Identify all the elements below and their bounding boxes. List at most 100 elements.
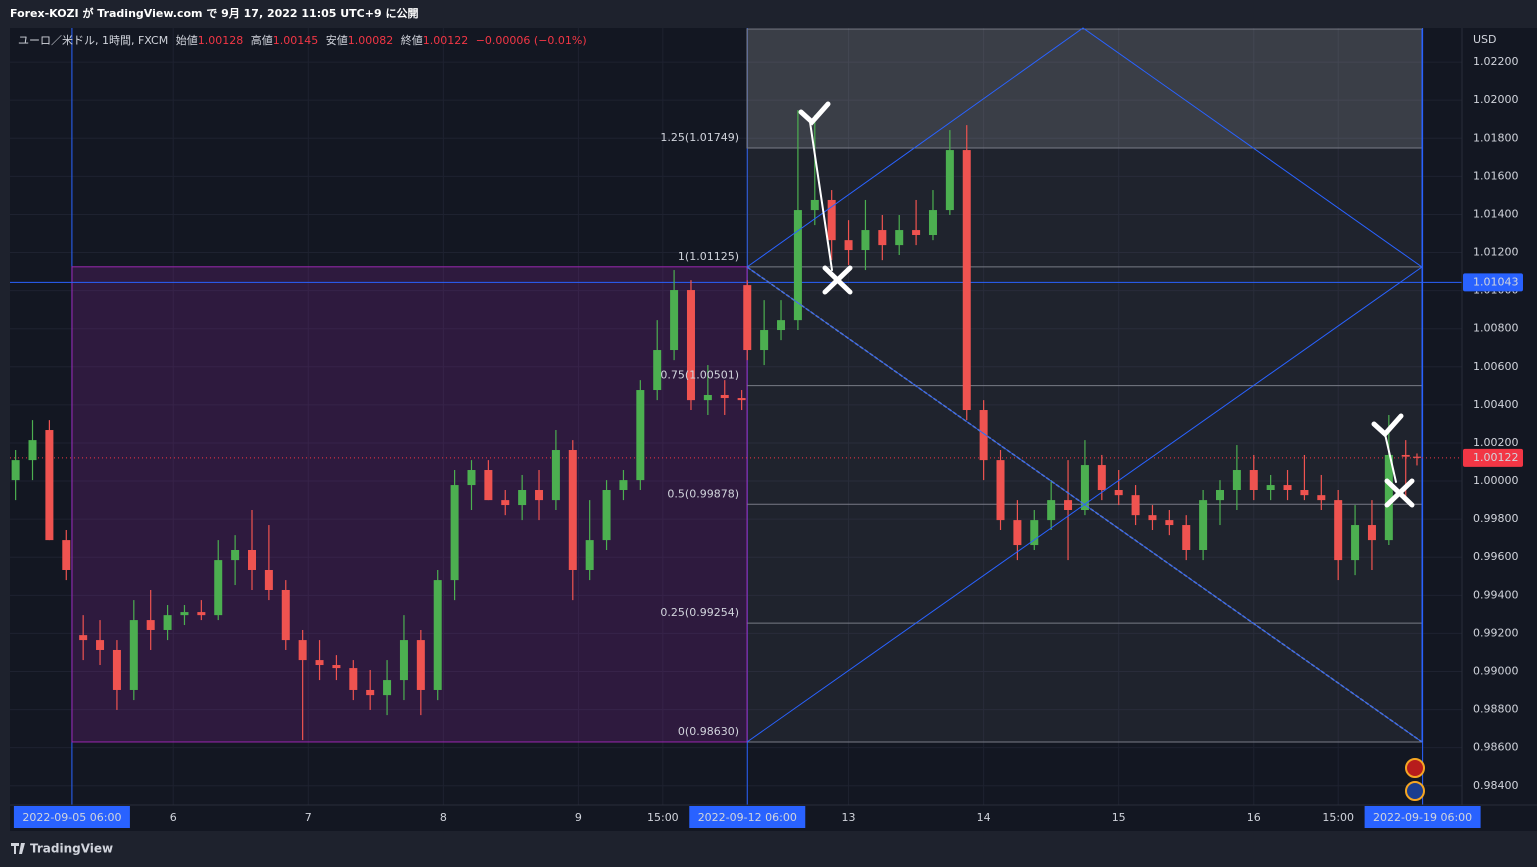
x-tick-label: 9 [575, 811, 582, 824]
candle-body [1249, 470, 1258, 491]
candle-body [743, 285, 752, 351]
y-tick-label: 0.98600 [1473, 741, 1519, 754]
candle-body [281, 589, 290, 641]
candle-body [568, 450, 577, 570]
y-tick-label: 0.99000 [1473, 665, 1519, 678]
fib-band [746, 28, 1423, 149]
candle-body [1317, 495, 1326, 501]
candle-body [760, 330, 769, 351]
price-label: 1.01043 [1473, 275, 1519, 288]
candle-body [1148, 515, 1157, 521]
candle-body [129, 620, 138, 690]
close-value: 1.00122 [423, 34, 469, 47]
candle-body [703, 394, 712, 401]
under-layer [10, 28, 1462, 805]
candle-body [1080, 465, 1089, 511]
y-tick-label: 1.00600 [1473, 360, 1519, 373]
symbol: ユーロ／米ドル, 1時間, FXCM [18, 34, 168, 47]
candle-body [945, 150, 954, 211]
candle-body [1384, 454, 1393, 541]
candle-body [433, 580, 442, 690]
candle-body [1165, 520, 1174, 526]
candle-body [96, 640, 105, 650]
arrow-line [809, 121, 833, 271]
y-tick-label: 1.01800 [1473, 131, 1519, 144]
candle-body [1013, 520, 1022, 546]
x-tick-highlight [1364, 806, 1481, 828]
x-tick-label: 2022-09-19 06:00 [1373, 811, 1472, 824]
fib-level-label: 1.25(1.01749) [660, 131, 739, 144]
candle-body [383, 680, 392, 696]
candle-body [450, 485, 459, 581]
fib-level-label: 1(1.01125) [678, 250, 739, 263]
candle-body [248, 549, 256, 570]
candle-body [1182, 525, 1191, 550]
price-label-bg [1463, 273, 1523, 292]
y-tick-label: 0.99800 [1473, 512, 1519, 525]
candle-body [551, 450, 560, 501]
candle-body [45, 430, 54, 541]
y-tick-label: 0.99200 [1473, 626, 1519, 639]
candle-body [467, 470, 476, 486]
candle-body [28, 440, 37, 461]
us-event-icon[interactable] [1405, 758, 1425, 778]
y-tick-label: 1.00800 [1473, 322, 1519, 335]
y-tick-label: 0.99600 [1473, 550, 1519, 563]
candle-body [501, 500, 510, 506]
open-label: 始値 [176, 33, 198, 47]
candle-body [11, 460, 20, 481]
candle-body [1401, 454, 1410, 457]
brand[interactable]: TradingView [30, 842, 113, 856]
candle-body [844, 240, 853, 251]
candle-body [1114, 490, 1123, 496]
candle-body [349, 668, 358, 690]
candle-body [928, 210, 937, 236]
x-tick-label: 13 [842, 811, 856, 824]
x-tick-highlight [689, 806, 806, 828]
candle-body [112, 649, 121, 690]
candle-body [996, 460, 1005, 521]
candle-body [1232, 470, 1241, 491]
diagonal-line [746, 266, 1423, 743]
chart-pane [10, 28, 1537, 831]
candle-body [163, 615, 172, 630]
candle-body [602, 490, 611, 541]
candle-body [197, 612, 206, 616]
open-value: 1.00128 [198, 34, 244, 47]
range-box [71, 266, 748, 743]
candle-body [653, 350, 662, 391]
candle-body [979, 410, 988, 461]
fib-level-label: 0.75(1.00501) [660, 369, 739, 382]
fib-level-label: 0(0.98630) [678, 725, 739, 738]
y-tick-label: 0.98400 [1473, 779, 1519, 792]
cross-mark [822, 265, 853, 295]
candle-body [1064, 500, 1073, 511]
candle-body [585, 540, 594, 570]
legend: ユーロ／米ドル, 1時間, FXCM 始値1.00128 高値1.00145 安… [18, 33, 587, 47]
price-label-bg [1463, 448, 1523, 467]
x-tick-label: 2022-09-05 06:00 [22, 811, 121, 824]
publisher: Forex-KOZI が TradingView.com で 9月 17, 20… [10, 6, 418, 20]
low-value: 1.00082 [348, 34, 394, 47]
close-label: 終値 [401, 33, 423, 47]
eu-event-icon[interactable] [1405, 781, 1425, 801]
candle-body [962, 150, 971, 411]
candle-body [399, 640, 408, 681]
y-tick-label: 0.99400 [1473, 588, 1519, 601]
high-label: 高値 [251, 33, 273, 47]
candle-body [861, 230, 870, 251]
candle-body [518, 490, 527, 506]
y-tick-label: 1.02000 [1473, 93, 1519, 106]
x-tick-label: 15 [1112, 811, 1126, 824]
plot [11, 110, 1421, 741]
candle-body [670, 290, 679, 351]
x-tick-label: 16 [1247, 811, 1261, 824]
price-label: 1.00122 [1473, 451, 1519, 464]
candle-body [231, 549, 240, 561]
candle-body [810, 199, 819, 211]
candle-body [484, 470, 493, 501]
unit-label: USD [1473, 33, 1497, 46]
candle-body [1216, 490, 1224, 501]
y-tick-label: 1.01200 [1473, 246, 1519, 259]
y-tick-label: 0.98800 [1473, 703, 1519, 716]
